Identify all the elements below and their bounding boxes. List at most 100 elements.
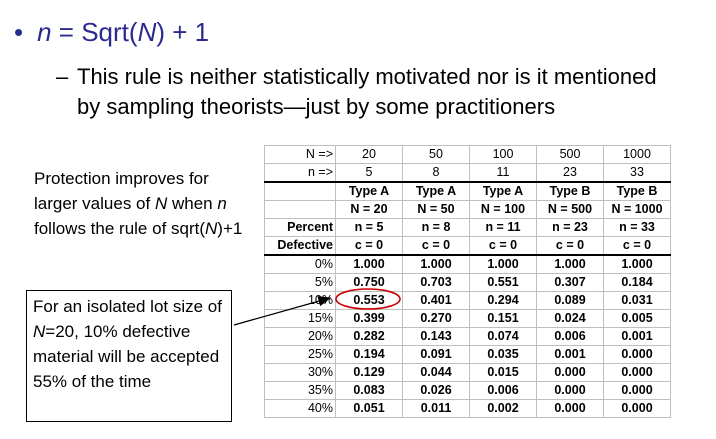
row-label: 25% [264, 345, 336, 364]
table-cell: n = 5 [335, 218, 403, 237]
row-label [264, 200, 336, 219]
row-label: 20% [264, 327, 336, 346]
table-row: 30% 0.129 0.044 0.015 0.000 0.000 [264, 363, 671, 382]
table-cell: n = 11 [469, 218, 537, 237]
table-cell: 1000 [603, 145, 671, 164]
bullet-var-n: n [37, 17, 52, 47]
row-label: N => [264, 145, 336, 164]
table-cell: Type A [335, 181, 403, 201]
table-cell: 0.000 [536, 363, 604, 382]
table-cell: 0.151 [469, 309, 537, 328]
table-cell: c = 0 [335, 236, 403, 256]
table-cell: c = 0 [402, 236, 470, 256]
table-cell: 0.015 [469, 363, 537, 382]
table-cell: 0.143 [402, 327, 470, 346]
sub-point-text: This rule is neither statistically motiv… [77, 64, 657, 119]
table-cell: 0.005 [603, 309, 671, 328]
row-label: 30% [264, 363, 336, 382]
row-label: 15% [264, 309, 336, 328]
side-note-p2: when [167, 194, 218, 213]
table-cell: 500 [536, 145, 604, 164]
table-cell: N = 100 [469, 200, 537, 219]
table-cell: 0.294 [469, 291, 537, 310]
table-cell: 0.000 [536, 381, 604, 400]
table-cell: 0.282 [335, 327, 403, 346]
table-cell: 11 [469, 163, 537, 183]
table-row: 10% 0.553 0.401 0.294 0.089 0.031 [264, 291, 671, 310]
table-cell: 20 [335, 145, 403, 164]
table-cell: 1.000 [603, 254, 671, 274]
table-cell: 0.001 [603, 327, 671, 346]
table-cell: 33 [603, 163, 671, 183]
table-cell: 0.551 [469, 273, 537, 292]
side-note: Protection improves for larger values of… [34, 166, 254, 241]
table-cell: 0.026 [402, 381, 470, 400]
table-cell: n = 33 [603, 218, 671, 237]
table-cell: n = 23 [536, 218, 604, 237]
table-row: 35% 0.083 0.026 0.006 0.000 0.000 [264, 381, 671, 400]
side-note-n: n [217, 194, 227, 213]
row-label: Defective [264, 236, 336, 256]
row-label [264, 181, 336, 201]
oc-probability-table: N => 20 50 100 500 1000 n => 5 8 11 23 33 Type A Type… [264, 145, 671, 418]
table-cell: 1.000 [402, 254, 470, 274]
table-cell: 0.083 [335, 381, 403, 400]
table-cell: 50 [402, 145, 470, 164]
table-row: 20% 0.282 0.143 0.074 0.006 0.001 [264, 327, 671, 346]
plan-type-row: Type A Type A Type A Type B Type B [264, 181, 671, 201]
table-cell: 1.000 [335, 254, 403, 274]
table-cell: 0.001 [536, 345, 604, 364]
table-cell: 0.074 [469, 327, 537, 346]
table-row: 0% 1.000 1.000 1.000 1.000 1.000 [264, 254, 671, 274]
table-cell: 0.006 [536, 327, 604, 346]
sample-size-row: n => 5 8 11 23 33 [264, 163, 671, 183]
callout-p1: For an isolated lot size of [33, 297, 222, 316]
table-cell: 0.184 [603, 273, 671, 292]
table-cell: 23 [536, 163, 604, 183]
table-cell: c = 0 [536, 236, 604, 256]
table-cell: Type B [603, 181, 671, 201]
table-cell: 1.000 [536, 254, 604, 274]
table-cell: 0.750 [335, 273, 403, 292]
table-cell: Type A [469, 181, 537, 201]
table-cell: 0.194 [335, 345, 403, 364]
table-cell: 0.129 [335, 363, 403, 382]
row-label: 10% [264, 291, 336, 310]
table-cell: 0.000 [603, 381, 671, 400]
table-row: 5% 0.750 0.703 0.551 0.307 0.184 [264, 273, 671, 292]
row-label: 40% [264, 399, 336, 418]
table-cell: 0.006 [469, 381, 537, 400]
table-cell: n = 8 [402, 218, 470, 237]
table-row: 15% 0.399 0.270 0.151 0.024 0.005 [264, 309, 671, 328]
row-label: 5% [264, 273, 336, 292]
table-cell: 0.091 [402, 345, 470, 364]
table-cell: N = 500 [536, 200, 604, 219]
table-cell: 0.051 [335, 399, 403, 418]
table-cell: 0.000 [603, 399, 671, 418]
side-note-p1: Protection improves for larger values of [34, 169, 209, 213]
table-cell: 0.031 [603, 291, 671, 310]
table-cell: 8 [402, 163, 470, 183]
sub-point: – This rule is neither statistically mot… [56, 62, 682, 122]
table-cell: Type B [536, 181, 604, 201]
table-cell: 0.270 [402, 309, 470, 328]
side-note-N2: N [205, 219, 218, 238]
row-label: 35% [264, 381, 336, 400]
table-cell: c = 0 [603, 236, 671, 256]
callout-box: For an isolated lot size of N=20, 10% de… [26, 290, 232, 422]
table-cell: 0.307 [536, 273, 604, 292]
bullet-var-N: N [137, 17, 157, 47]
plan-N-row: N = 20 N = 50 N = 100 N = 500 N = 1000 [264, 200, 671, 219]
table-cell: 0.703 [402, 273, 470, 292]
callout-p2: =20, 10% defective material will be acce… [33, 322, 220, 391]
bullet-heading: • n = Sqrt(N) + 1 [14, 17, 209, 48]
side-note-N: N [154, 194, 168, 213]
callout-N: N [33, 322, 46, 341]
table-row: 25% 0.194 0.091 0.035 0.001 0.000 [264, 345, 671, 364]
table-cell: 0.553 [335, 291, 403, 310]
table-cell: N = 20 [335, 200, 403, 219]
table-cell: 0.035 [469, 345, 537, 364]
table-cell: 0.002 [469, 399, 537, 418]
row-label: 0% [264, 254, 336, 274]
